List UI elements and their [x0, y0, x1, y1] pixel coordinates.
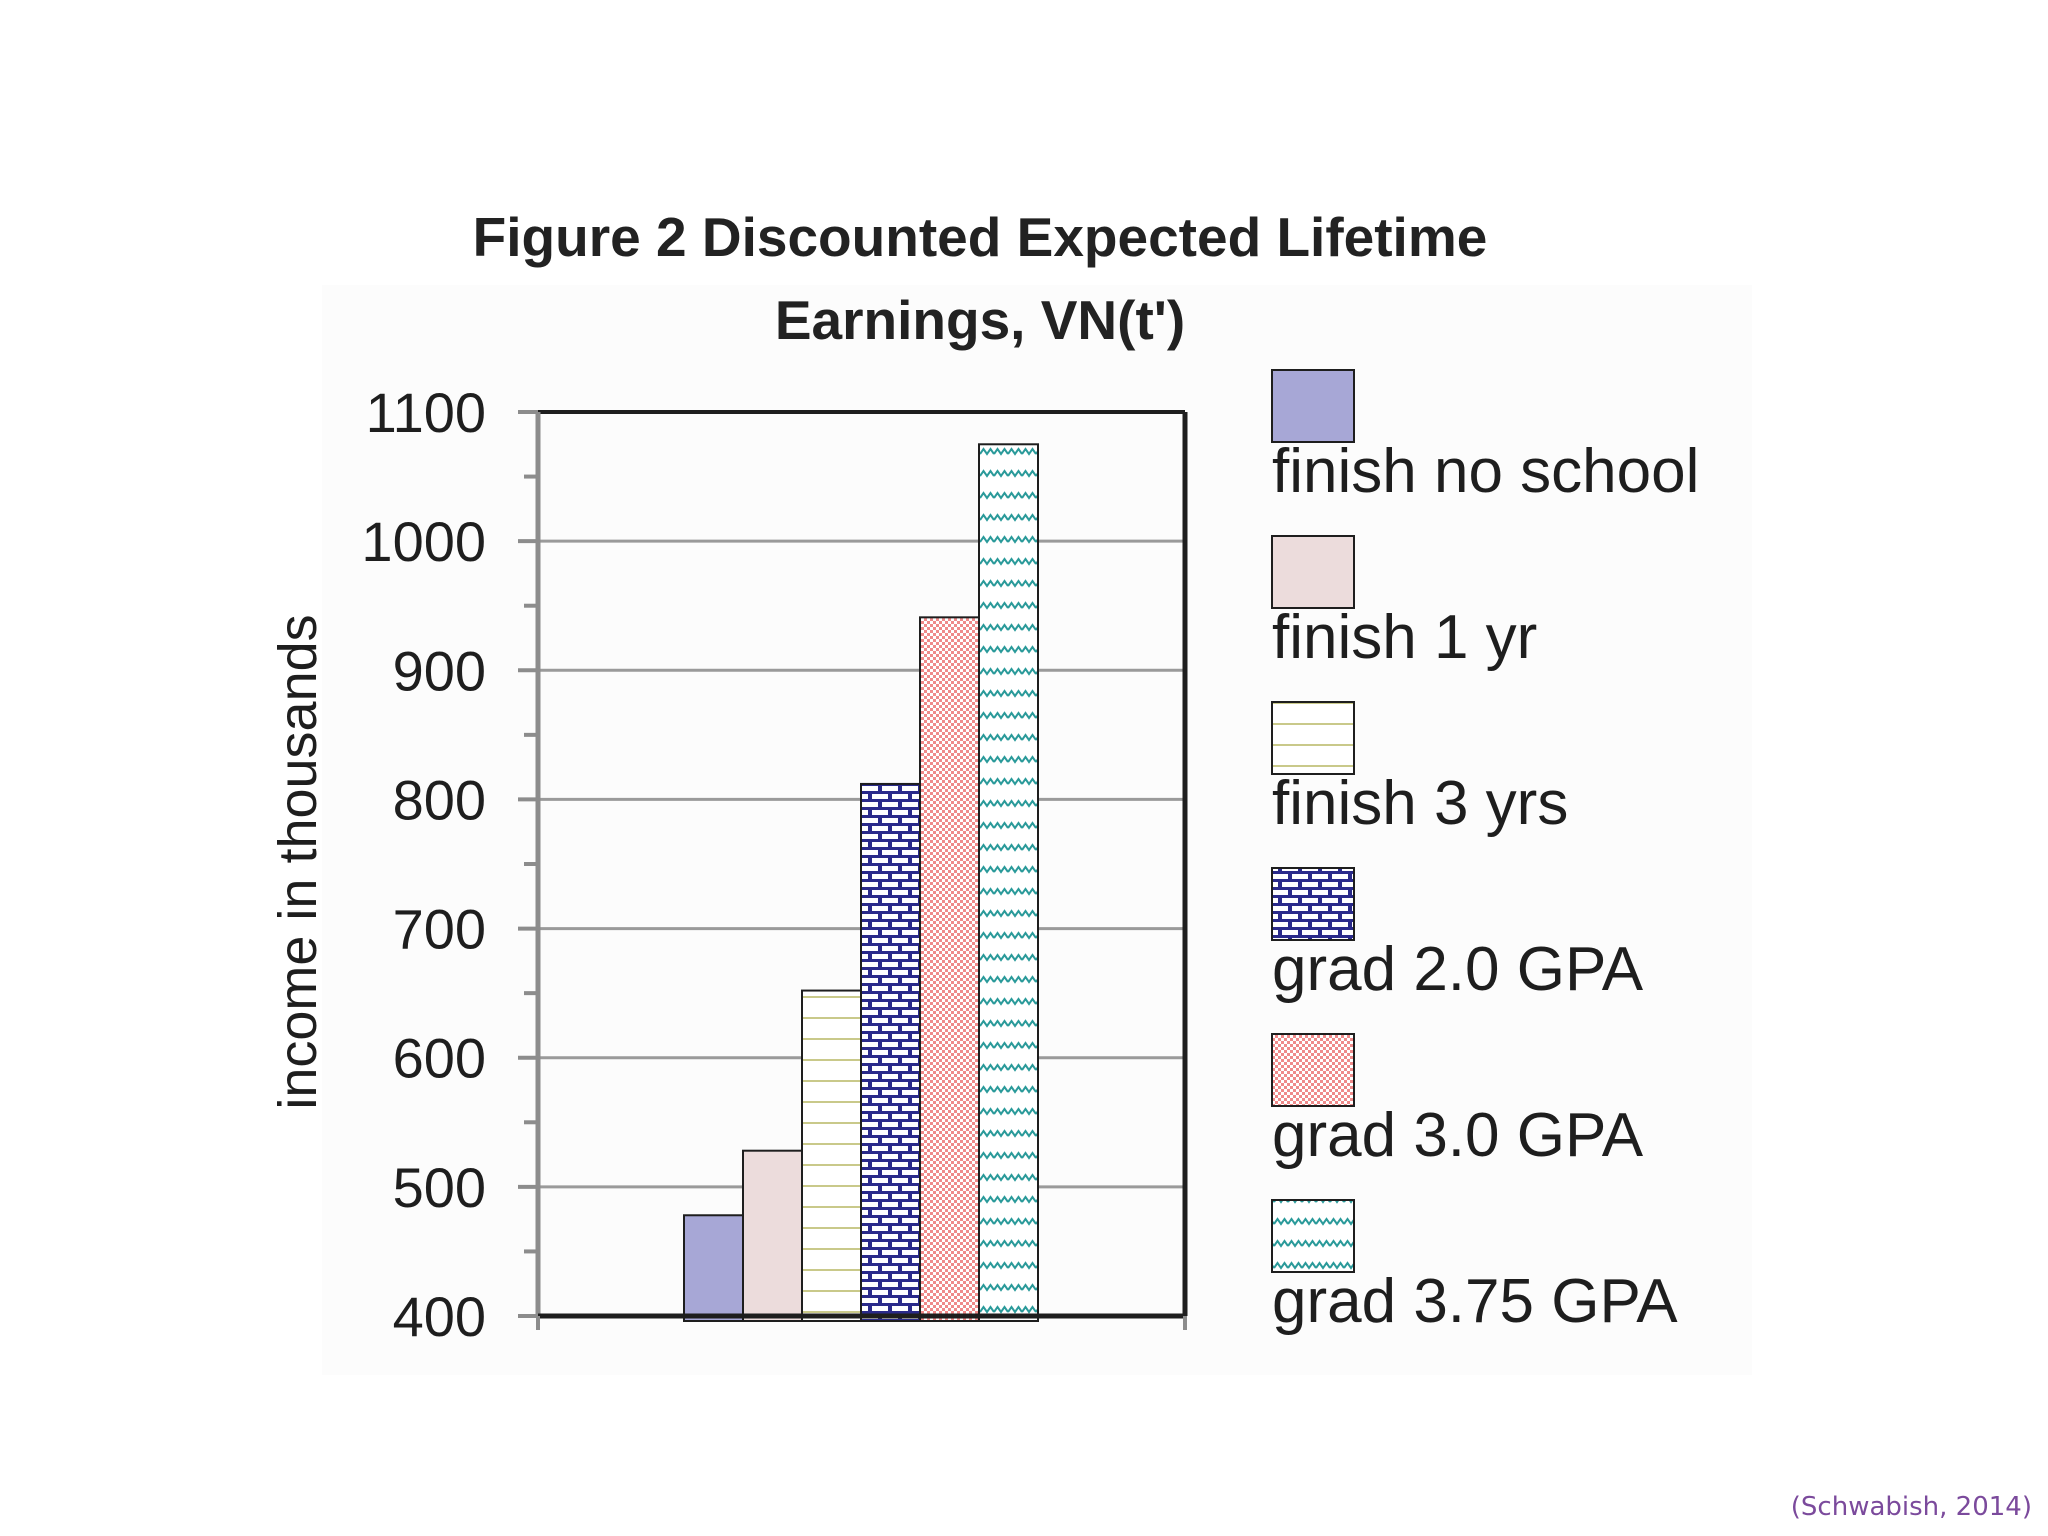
bar-finish-3-yrs: [801, 989, 862, 1322]
legend-label-finish-3-yrs: finish 3 yrs: [1272, 769, 1568, 838]
legend-swatch-grad-3-0-gpa: [1271, 1033, 1355, 1107]
legend-swatch-finish-1-yr: [1271, 535, 1355, 609]
chart-title: Figure 2 Discounted Expected Lifetime Ea…: [330, 196, 1630, 362]
legend-swatch-grad-3-75-gpa: [1271, 1199, 1355, 1273]
bar-grad-2-0-gpa: [860, 782, 921, 1322]
legend: finish no school finish 1 yr finish 3 yrs g…: [1271, 369, 1699, 1336]
y-tick-label: 400: [393, 1285, 486, 1348]
bar-finish-1-yr: [742, 1149, 803, 1322]
y-axis-ticks: 400 500 600 700 800 900 1000 1100: [361, 381, 538, 1348]
legend-swatch-finish-3-yrs: [1271, 701, 1355, 775]
bar-grad-3-0-gpa: [919, 616, 980, 1322]
legend-label-grad-3-75-gpa: grad 3.75 GPA: [1272, 1267, 1678, 1336]
legend-label-grad-3-0-gpa: grad 3.0 GPA: [1272, 1101, 1644, 1170]
bar-layer: [683, 443, 1039, 1322]
legend-label-finish-1-yr: finish 1 yr: [1272, 603, 1537, 672]
bar-grad-3-75-gpa: [978, 443, 1039, 1322]
y-tick-label: 800: [393, 768, 486, 831]
y-axis-label: income in thousands: [268, 614, 328, 1109]
y-tick-label: 600: [393, 1027, 486, 1090]
chart-title-line-2: Earnings, VN(t'): [774, 289, 1186, 351]
legend-label-grad-2-0-gpa: grad 2.0 GPA: [1272, 935, 1644, 1004]
chart-title-line-1: Figure 2 Discounted Expected Lifetime: [472, 206, 1488, 268]
legend-label-finish-no-school: finish no school: [1272, 437, 1699, 506]
bar-finish-no-school: [683, 1214, 744, 1322]
legend-swatch-grad-2-0-gpa: [1271, 867, 1355, 941]
axis-layer: [535, 410, 1188, 1330]
y-tick-label: 1000: [361, 510, 486, 573]
y-tick-label: 1100: [366, 381, 486, 444]
y-tick-label: 900: [393, 639, 486, 702]
y-tick-label: 700: [393, 898, 486, 961]
y-tick-label: 500: [393, 1156, 486, 1219]
citation: (Schwabish, 2014): [1790, 1492, 2032, 1522]
legend-swatch-finish-no-school: [1271, 369, 1355, 443]
